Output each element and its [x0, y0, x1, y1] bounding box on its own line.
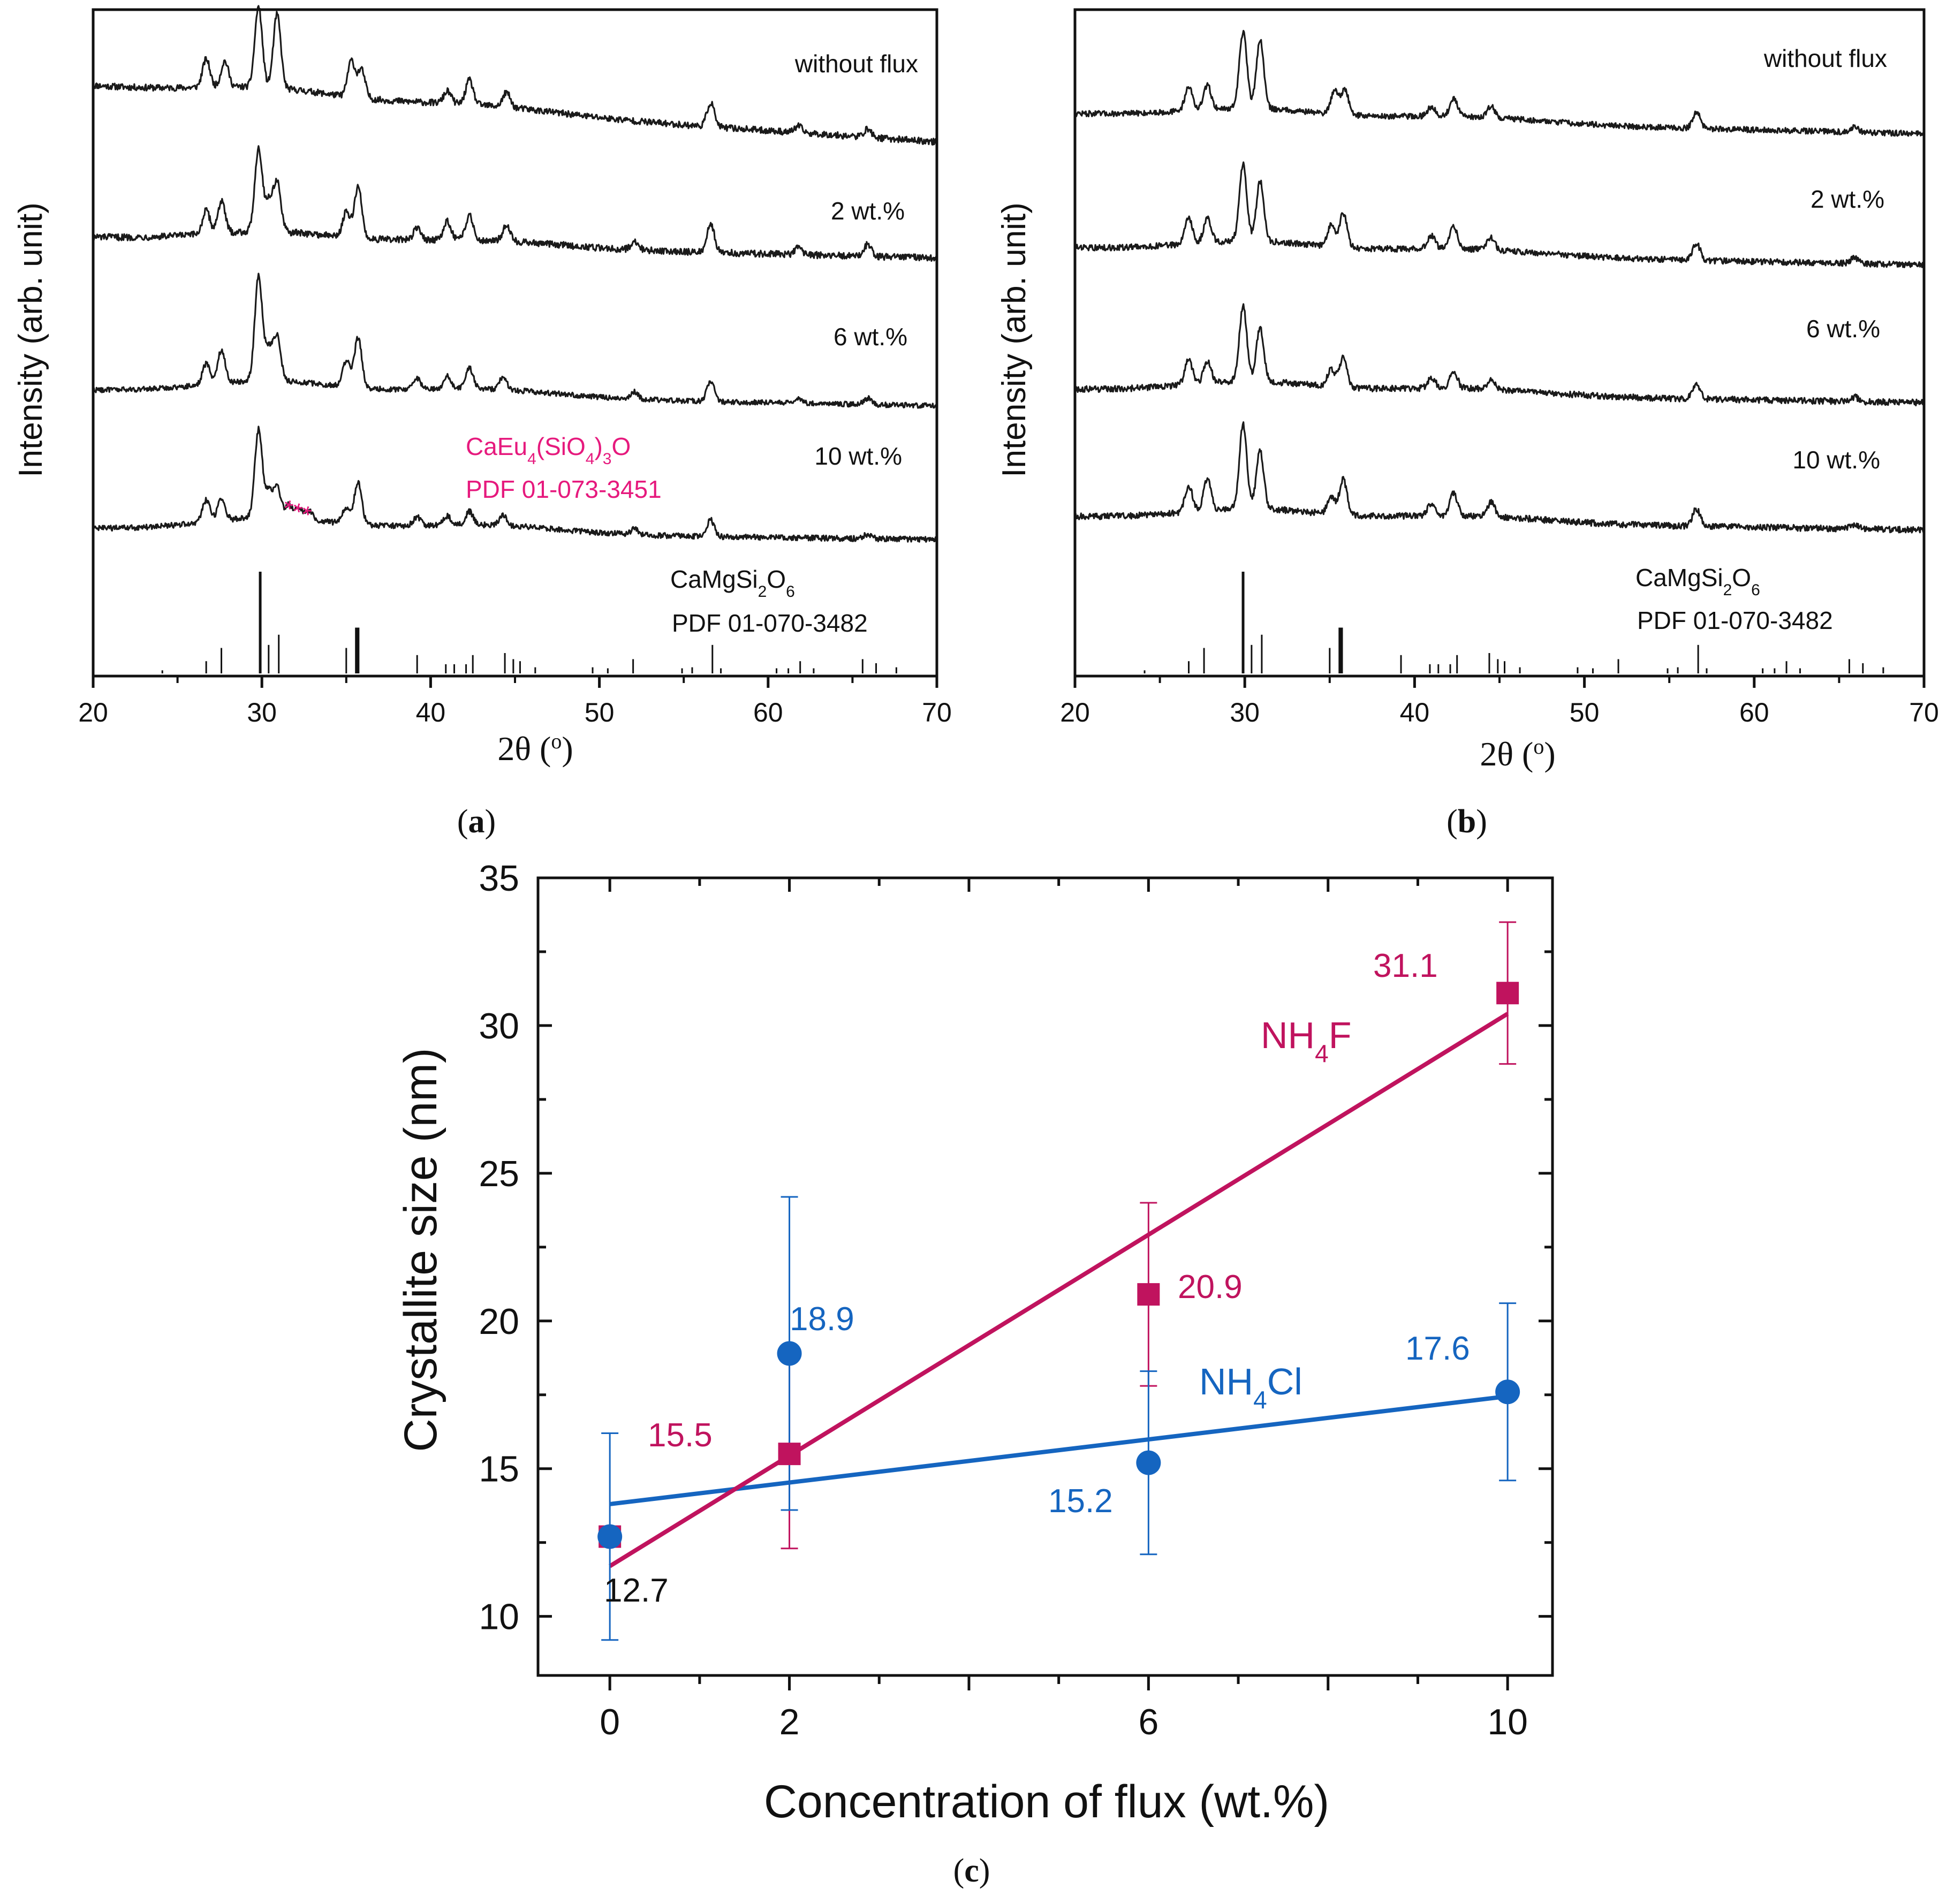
- panel-a-x-ticks: 20 30 40 50 60 70: [78, 676, 952, 727]
- panel-c-data-points: [597, 982, 1520, 1549]
- x-tick-label: 30: [1230, 697, 1260, 727]
- panel-b-xlabel: 2θ (o): [1480, 734, 1555, 773]
- panel-b-x-ticks: 20 30 40 50 60 70: [1060, 676, 1939, 727]
- point-label-nh4cl-6: 15.2: [1048, 1483, 1113, 1520]
- x-tick-label: 50: [1570, 697, 1600, 727]
- point-label-nh4cl-10: 17.6: [1405, 1330, 1470, 1367]
- series-label-6wt: 6 wt.%: [1806, 315, 1880, 343]
- point-label-nh4cl-2: 18.9: [790, 1301, 854, 1338]
- xrd-trace-1: [1074, 161, 1925, 268]
- series-label-without-flux: without flux: [1763, 44, 1887, 72]
- data-point-nh4f: [1137, 1283, 1160, 1306]
- panel-b: Intensity (arb. unit) 20 30 40 50 60 70 witho…: [996, 8, 1939, 840]
- x-tick-label: 2: [779, 1702, 800, 1742]
- impurity-pdf-label: PDF 01-073-3451: [466, 475, 662, 503]
- x-tick-label: 50: [585, 697, 615, 727]
- x-tick-label: 20: [1060, 697, 1090, 727]
- x-tick-label: 0: [600, 1702, 620, 1742]
- point-label-nh4f-6: 20.9: [1178, 1269, 1243, 1306]
- point-label-nh4f-10: 31.1: [1373, 947, 1438, 984]
- y-tick-label: 10: [479, 1597, 519, 1637]
- y-tick-label: 20: [479, 1301, 519, 1342]
- x-tick-label: 40: [1400, 697, 1430, 727]
- series-label-without-flux: without flux: [794, 50, 918, 78]
- reference-pdf-label: PDF 01-070-3482: [672, 609, 868, 637]
- data-point-nh4f: [1496, 982, 1519, 1005]
- impurity-peak-marker: ***: [279, 494, 315, 529]
- nh4cl-series-label: NH4Cl: [1199, 1361, 1302, 1414]
- panel-c-fit-lines: [609, 1012, 1509, 1568]
- fit-line-NH4Cl: [609, 1394, 1508, 1506]
- x-tick-label: 10: [1487, 1702, 1528, 1742]
- y-tick-label: 25: [479, 1154, 519, 1194]
- x-tick-label: 70: [922, 697, 952, 727]
- x-tick-label: 70: [1909, 697, 1939, 727]
- series-label-10wt: 10 wt.%: [1792, 446, 1880, 474]
- reference-phase-label: CaMgSi2O6: [670, 565, 795, 601]
- reference-pdf-label: PDF 01-070-3482: [1637, 606, 1833, 634]
- nh4f-series-label: NH4F: [1261, 1014, 1351, 1067]
- x-tick-label: 40: [416, 697, 446, 727]
- panel-b-ylabel: Intensity (arb. unit): [996, 202, 1033, 477]
- panel-a: Intensity (arb. unit) 20 30 40 50 60 70 witho…: [12, 5, 952, 840]
- data-point-nh4cl: [597, 1524, 623, 1549]
- panel-b-label: (b): [1446, 803, 1487, 840]
- panel-a-ylabel: Intensity (arb. unit): [12, 202, 49, 477]
- panel-b-traces: [1074, 29, 1925, 534]
- x-tick-label: 30: [247, 697, 277, 727]
- point-label-nh4cl-0: 12.7: [604, 1572, 669, 1609]
- xrd-trace-3: [92, 426, 938, 543]
- xrd-trace-1: [92, 145, 938, 262]
- panel-a-reference-sticks: [161, 572, 897, 673]
- xrd-trace-0: [1074, 29, 1925, 137]
- data-point-nh4cl: [1136, 1450, 1161, 1475]
- reference-phase-label: CaMgSi2O6: [1635, 564, 1760, 599]
- xrd-trace-0: [93, 5, 938, 146]
- panel-c-label: (c): [953, 1853, 990, 1889]
- panel-b-reference-sticks: [1143, 572, 1884, 673]
- x-tick-label: 60: [753, 697, 783, 727]
- impurity-phase-label: CaEu4(SiO4)3O: [466, 433, 631, 468]
- data-point-nh4f: [778, 1443, 801, 1466]
- x-tick-label: 20: [78, 697, 108, 727]
- xrd-trace-3: [1074, 421, 1925, 534]
- x-tick-label: 60: [1739, 697, 1769, 727]
- panel-c-xlabel: Concentration of flux (wt.%): [764, 1776, 1329, 1827]
- panel-a-xlabel: 2θ (o): [497, 729, 573, 768]
- xrd-trace-2: [92, 272, 938, 409]
- series-label-6wt: 6 wt.%: [834, 323, 907, 351]
- panel-c-plot-frame: [536, 876, 1554, 1677]
- series-label-2wt: 2 wt.%: [831, 197, 905, 225]
- data-point-nh4cl: [1495, 1379, 1520, 1405]
- x-tick-label: 6: [1138, 1702, 1158, 1742]
- panel-c: Crystallite size (nm) 10 15 20 25 30 35 0 2 6 10 …: [395, 858, 1554, 1889]
- series-label-2wt: 2 wt.%: [1811, 185, 1884, 213]
- y-tick-label: 35: [479, 858, 519, 899]
- fit-line-NH4F: [609, 1012, 1509, 1568]
- panel-c-error-bars: [601, 921, 1517, 1641]
- xrd-trace-2: [1074, 303, 1925, 407]
- data-point-nh4cl: [777, 1341, 802, 1366]
- panel-c-ticks: 10 15 20 25 30 35 0 2 6 10: [479, 858, 1552, 1742]
- panel-c-ylabel: Crystallite size (nm): [395, 1048, 446, 1452]
- y-tick-label: 15: [479, 1449, 519, 1490]
- panel-b-plot-frame: [1073, 8, 1926, 678]
- series-label-10wt: 10 wt.%: [814, 442, 902, 470]
- panel-a-label: (a): [457, 803, 496, 840]
- y-tick-label: 30: [479, 1006, 519, 1046]
- point-label-nh4f-2: 15.5: [648, 1417, 713, 1454]
- panel-a-traces: [92, 5, 938, 543]
